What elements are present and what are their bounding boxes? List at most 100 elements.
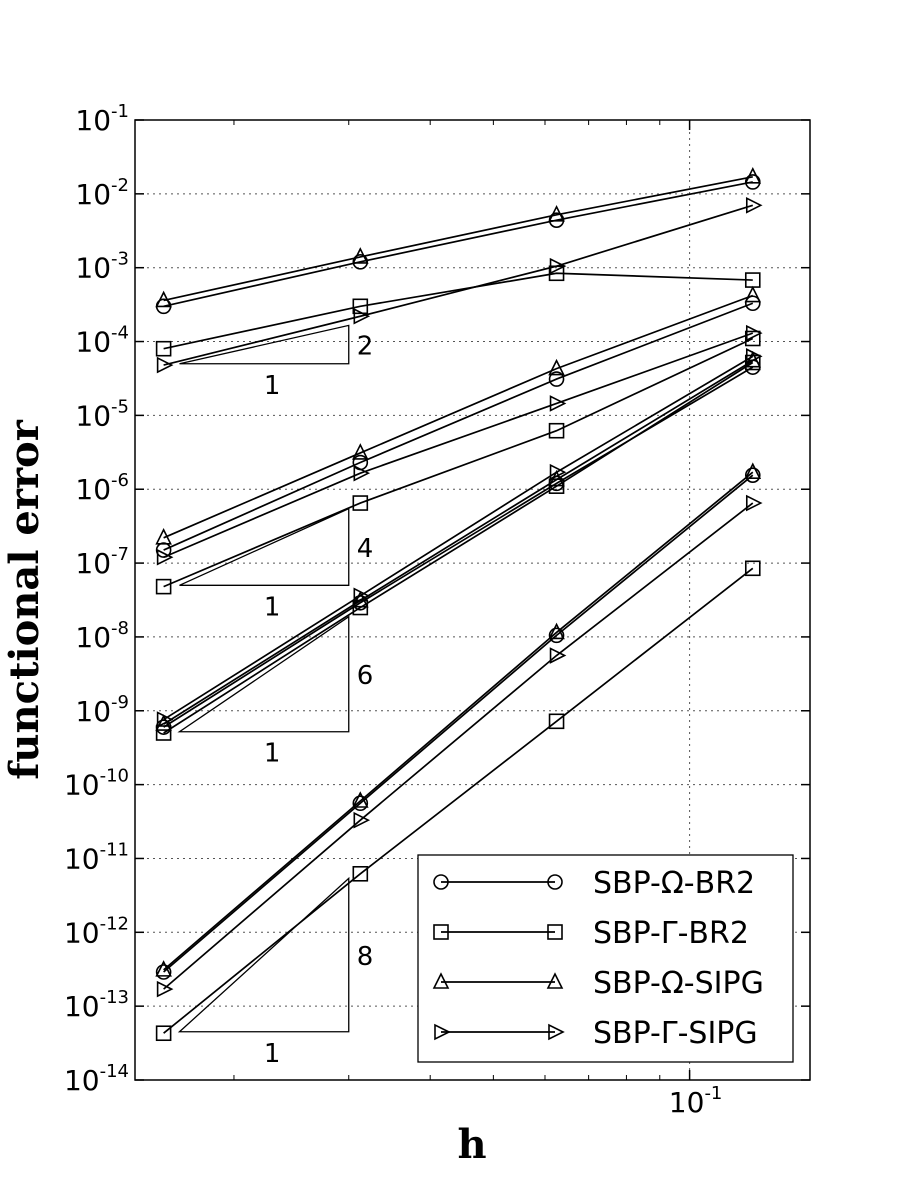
slope-run-label: 1: [264, 592, 281, 622]
series-line: [163, 175, 753, 302]
legend-marker: [434, 1023, 451, 1041]
series-line: [163, 567, 754, 1034]
legend-marker: [433, 924, 449, 940]
series-line: [163, 204, 754, 366]
y-tick-label: 10-8: [75, 618, 129, 654]
slope-run-label: 1: [264, 739, 281, 769]
slope-run-label: 1: [264, 1039, 281, 1069]
data-point: [353, 811, 371, 829]
data-point: [549, 463, 567, 481]
y-tick-label: 10-11: [64, 839, 129, 875]
legend-marker: [547, 924, 563, 940]
plot-frame: [134, 119, 811, 1081]
data-series: [155, 167, 763, 1042]
data-point: [745, 348, 763, 365]
data-point: [352, 443, 369, 460]
data-point: [352, 247, 369, 264]
data-point: [155, 578, 172, 595]
slope-rise-label: 6: [357, 661, 374, 691]
data-point: [156, 711, 174, 728]
legend-label: SBP-Ω-SIPG: [593, 966, 764, 1001]
legend: SBP-Ω-BR2 SBP-Γ-BR2 SBP-Ω-SIPG SBP-Γ-SIPG: [417, 854, 794, 1063]
y-tick-label: 10-13: [64, 987, 129, 1023]
x-tick-label: 10-1: [669, 1083, 723, 1119]
series-line: [163, 359, 754, 725]
data-point: [548, 422, 565, 439]
data-point: [744, 285, 762, 303]
legend-marker: [547, 874, 563, 890]
series-line: [163, 332, 754, 559]
series-line: [163, 355, 754, 721]
data-point: [352, 590, 369, 608]
y-tick-label: 10-14: [64, 1061, 129, 1097]
data-point: [155, 714, 172, 731]
series-group: [155, 167, 762, 977]
series-line: [163, 181, 753, 308]
legend-label: SBP-Ω-BR2: [593, 866, 755, 901]
y-tick-label: 10-9: [75, 692, 129, 728]
slope-rise-label: 4: [357, 534, 374, 564]
series-group: [155, 265, 761, 1042]
data-point: [155, 528, 172, 545]
data-point: [353, 307, 371, 325]
data-point: [155, 960, 172, 977]
data-point: [156, 356, 174, 374]
data-point: [548, 627, 565, 644]
data-point: [744, 462, 762, 480]
x-axis-title: h: [457, 1121, 486, 1168]
data-point: [548, 358, 565, 376]
series-line: [163, 294, 754, 539]
legend-marker: [433, 874, 449, 890]
legend-entry: SBP-Γ-BR2: [433, 916, 749, 951]
legend-marker: [548, 1023, 565, 1041]
data-point: [744, 467, 761, 483]
data-point: [549, 395, 567, 412]
axis-ticks: 10-1410-1310-1210-1110-1010-910-810-710-…: [64, 101, 810, 1119]
y-axis-title: functional error: [1, 419, 48, 779]
data-point: [155, 290, 172, 308]
data-point: [744, 560, 761, 577]
data-point: [155, 964, 172, 980]
series-line: [163, 302, 754, 551]
legend-label: SBP-Γ-SIPG: [593, 1016, 758, 1051]
series-line: [163, 471, 754, 971]
slope-run-label: 1: [264, 371, 281, 401]
data-point: [744, 350, 762, 368]
slope-triangle: [177, 615, 350, 733]
data-point: [155, 1025, 172, 1042]
slope-rise-label: 2: [357, 332, 374, 362]
slope-triangle: [179, 324, 350, 365]
data-point: [549, 257, 567, 275]
series-line: [163, 337, 754, 588]
slope-triangle: [179, 507, 350, 586]
series-line: [163, 502, 754, 990]
y-tick-label: 10-3: [75, 249, 129, 285]
y-tick-label: 10-4: [75, 323, 129, 359]
y-tick-label: 10-5: [75, 396, 129, 432]
data-point: [353, 587, 371, 605]
data-point: [352, 865, 369, 882]
data-point: [549, 647, 567, 664]
series-line: [163, 361, 754, 734]
y-tick-label: 10-2: [75, 175, 129, 211]
data-point: [352, 795, 369, 812]
data-point: [156, 980, 174, 998]
data-point: [352, 298, 369, 315]
legend-marker: [546, 972, 564, 989]
legend-label: SBP-Γ-BR2: [593, 916, 749, 951]
data-point: [352, 495, 369, 511]
y-tick-label: 10-12: [64, 913, 129, 949]
legend-entry: SBP-Γ-SIPG: [434, 1016, 758, 1051]
data-point: [744, 354, 761, 371]
y-tick-label: 10-6: [75, 470, 129, 506]
data-point: [155, 725, 172, 741]
data-point: [744, 330, 761, 347]
data-point: [352, 791, 369, 808]
data-point: [745, 324, 763, 342]
series-line: [163, 474, 754, 973]
slope-triangle: [177, 876, 350, 1033]
series-line: [163, 272, 753, 350]
slope-rise-label: 8: [357, 942, 374, 972]
legend-marker: [432, 972, 450, 989]
